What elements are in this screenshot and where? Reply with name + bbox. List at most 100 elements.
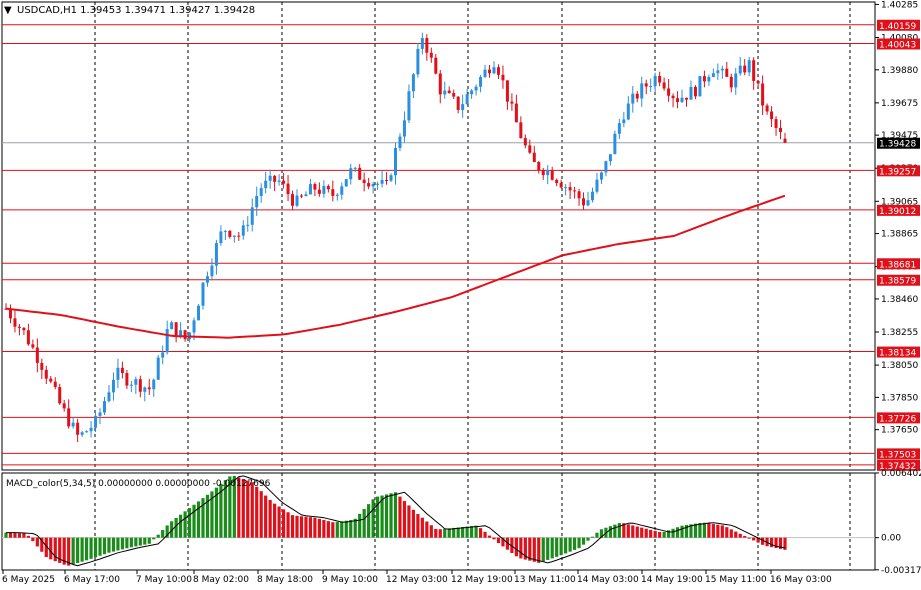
candle-body[interactable]: [116, 367, 120, 380]
candle-body[interactable]: [783, 138, 787, 143]
candle-body[interactable]: [94, 415, 98, 428]
candle-body[interactable]: [170, 322, 174, 330]
candle-body[interactable]: [259, 188, 263, 196]
candle-body[interactable]: [416, 48, 420, 75]
candle-body[interactable]: [613, 133, 617, 155]
candle-body[interactable]: [716, 70, 720, 74]
candle-body[interactable]: [35, 347, 39, 363]
candle-body[interactable]: [568, 187, 572, 191]
candle-body[interactable]: [743, 65, 747, 73]
candle-body[interactable]: [658, 75, 662, 83]
candle-body[interactable]: [286, 183, 290, 195]
candle-body[interactable]: [152, 379, 156, 390]
candle-body[interactable]: [322, 186, 326, 194]
candle-body[interactable]: [219, 231, 223, 244]
candle-body[interactable]: [720, 68, 724, 71]
candle-body[interactable]: [667, 88, 671, 96]
candle-body[interactable]: [644, 83, 648, 87]
candle-body[interactable]: [546, 170, 550, 176]
candle-body[interactable]: [17, 326, 21, 328]
candle-body[interactable]: [197, 305, 201, 321]
candle-body[interactable]: [394, 148, 397, 176]
candle-body[interactable]: [622, 119, 626, 124]
candle-body[interactable]: [779, 127, 783, 132]
candle-body[interactable]: [31, 344, 35, 348]
candle-body[interactable]: [156, 357, 160, 380]
candle-body[interactable]: [671, 95, 675, 99]
candle-body[interactable]: [241, 225, 245, 236]
candle-body[interactable]: [693, 86, 697, 97]
candle-body[interactable]: [107, 392, 111, 402]
candle-body[interactable]: [71, 422, 75, 427]
candle-body[interactable]: [255, 195, 259, 208]
candle-body[interactable]: [165, 329, 169, 353]
candle-body[interactable]: [192, 320, 196, 333]
candle-body[interactable]: [183, 330, 187, 340]
candle-body[interactable]: [102, 401, 106, 413]
candle-body[interactable]: [326, 186, 330, 190]
candle-body[interactable]: [496, 67, 500, 75]
candle-body[interactable]: [492, 67, 496, 74]
candle-body[interactable]: [147, 387, 151, 390]
candle-body[interactable]: [237, 235, 241, 237]
candle-body[interactable]: [125, 373, 129, 386]
candle-body[interactable]: [465, 94, 469, 105]
candle-body[interactable]: [555, 179, 559, 184]
candle-body[interactable]: [470, 90, 474, 95]
candle-body[interactable]: [13, 318, 17, 327]
candle-body[interactable]: [523, 138, 527, 146]
candle-body[interactable]: [85, 431, 89, 433]
candle-body[interactable]: [268, 175, 272, 181]
candle-body[interactable]: [26, 330, 30, 345]
candle-body[interactable]: [425, 38, 429, 53]
candle-body[interactable]: [680, 97, 684, 103]
candle-body[interactable]: [474, 86, 478, 91]
candle-body[interactable]: [617, 123, 621, 134]
candle-body[interactable]: [40, 362, 44, 370]
candle-body[interactable]: [725, 68, 729, 77]
candle-body[interactable]: [765, 105, 769, 112]
candle-body[interactable]: [586, 200, 590, 206]
candle-body[interactable]: [335, 194, 339, 196]
candle-body[interactable]: [752, 60, 756, 81]
candle-body[interactable]: [264, 180, 268, 189]
candle-body[interactable]: [631, 93, 635, 104]
candle-body[interactable]: [559, 183, 563, 188]
candle-body[interactable]: [295, 195, 299, 206]
candle-body[interactable]: [8, 308, 12, 319]
candle-body[interactable]: [514, 103, 518, 123]
candle-body[interactable]: [44, 369, 48, 379]
candle-body[interactable]: [277, 180, 281, 182]
candle-body[interactable]: [577, 191, 581, 199]
candle-body[interactable]: [299, 195, 303, 197]
candle-body[interactable]: [376, 183, 380, 185]
candle-body[interactable]: [344, 179, 348, 187]
candle-body[interactable]: [304, 194, 308, 197]
candle-body[interactable]: [626, 103, 630, 120]
candle-body[interactable]: [98, 412, 102, 416]
candle-body[interactable]: [317, 189, 321, 194]
candle-body[interactable]: [62, 403, 66, 409]
candle-body[interactable]: [608, 154, 612, 162]
candle-body[interactable]: [738, 65, 742, 74]
candle-body[interactable]: [362, 179, 366, 184]
candle-body[interactable]: [685, 97, 689, 100]
candle-body[interactable]: [770, 111, 774, 120]
candle-body[interactable]: [371, 183, 375, 187]
candle-body[interactable]: [250, 207, 254, 225]
candle-body[interactable]: [134, 379, 138, 385]
candle-body[interactable]: [698, 76, 702, 97]
candle-body[interactable]: [573, 190, 577, 192]
candle-body[interactable]: [649, 86, 653, 88]
candle-body[interactable]: [353, 167, 357, 169]
candle-body[interactable]: [537, 162, 541, 171]
candle-body[interactable]: [756, 80, 760, 84]
candle-body[interactable]: [488, 69, 492, 74]
candle-body[interactable]: [214, 243, 218, 266]
candle-body[interactable]: [53, 381, 57, 388]
candle-body[interactable]: [161, 352, 165, 358]
candle-body[interactable]: [138, 379, 142, 392]
candle-body[interactable]: [640, 83, 644, 99]
